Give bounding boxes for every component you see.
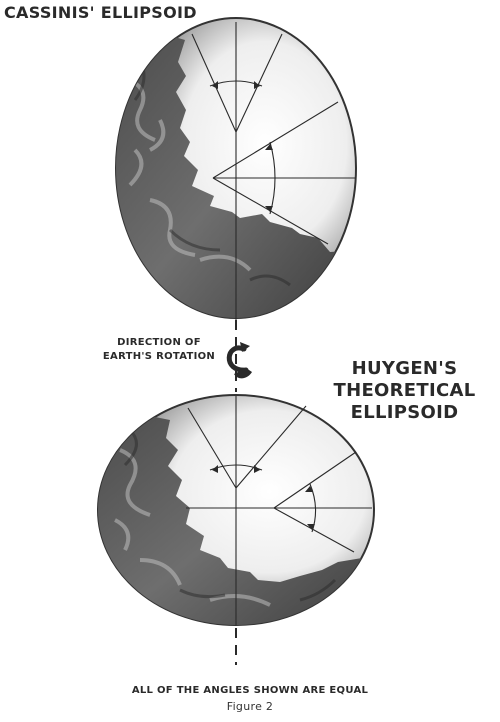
rotation-arrow-icon (229, 342, 252, 378)
huygens-title-line-2: ELLIPSOID (312, 402, 497, 424)
huygens-ellipsoid-title: HUYGEN'S THEORETICAL ELLIPSOID (312, 358, 497, 424)
rotation-label-line-2: EARTH'S ROTATION (88, 350, 230, 364)
rotation-direction-label: DIRECTION OF EARTH'S ROTATION (88, 336, 230, 364)
footer-caption: ALL OF THE ANGLES SHOWN ARE EQUAL (0, 685, 500, 696)
rotation-label-line-1: DIRECTION OF (88, 336, 230, 350)
huygens-ellipsoid-globe (90, 395, 380, 640)
figure-number: Figure 2 (0, 700, 500, 713)
huygens-title-line-1: HUYGEN'S THEORETICAL (312, 358, 497, 402)
cassini-ellipsoid-globe (110, 18, 360, 330)
cassini-ellipsoid-title: CASSINIS' ELLIPSOID (4, 3, 197, 22)
